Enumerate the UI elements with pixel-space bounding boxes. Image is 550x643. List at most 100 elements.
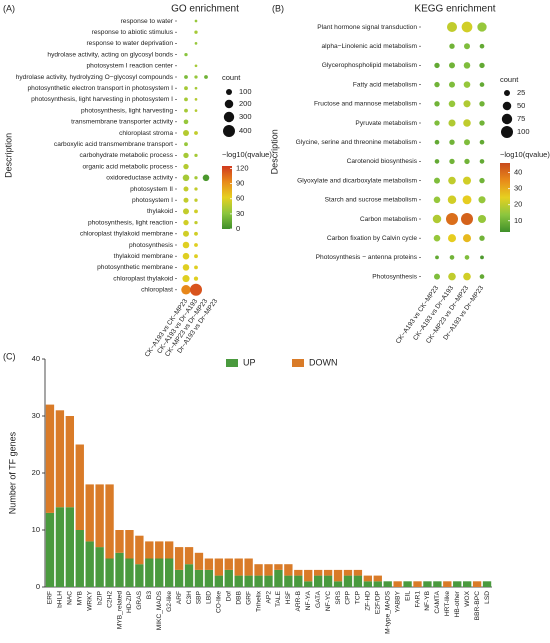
bar-segment [294, 575, 303, 587]
dot [461, 213, 473, 225]
bar-segment [373, 581, 382, 587]
dot [479, 177, 485, 184]
dot [194, 231, 198, 236]
x-tick-label: WRKY [86, 590, 93, 610]
bar-segment [194, 552, 204, 570]
bar-segment [343, 575, 353, 587]
y-tick-label: response to abiotic stimulus [92, 29, 174, 36]
bar-segment [45, 404, 55, 513]
size-legend-label: 200 [239, 99, 252, 108]
dot [194, 19, 198, 23]
y-tick-label: photosynthesis, light harvesting in phot… [31, 96, 173, 103]
bar-segment [204, 558, 214, 570]
dot [434, 101, 440, 107]
dot [464, 43, 470, 50]
bar-segment [155, 541, 164, 559]
colorbar-label: 40 [514, 168, 522, 177]
x-tick-label: CO-like [216, 591, 223, 613]
dot [479, 139, 485, 145]
x-tick-label: GRF [245, 591, 252, 605]
size-legend-dot [224, 99, 234, 109]
bar-segment [254, 575, 263, 587]
dot [477, 214, 487, 224]
y-tick-label: photosynthetic membrane [97, 264, 173, 271]
bar-segment [214, 558, 224, 576]
y-tick-label: carboxylic acid transmembrane transport [54, 141, 173, 148]
colorbar-label: 30 [514, 184, 522, 193]
dot [435, 255, 439, 260]
dot [184, 52, 188, 57]
dot [434, 81, 440, 88]
dot [194, 254, 198, 259]
dot [447, 234, 457, 243]
y-tick-label: Photosynthesis [372, 273, 417, 280]
bar-segment [482, 581, 492, 587]
x-tick-label: G2-like [166, 591, 173, 612]
bar-segment [423, 581, 432, 587]
y-tick-label: Carotenoid biosynthesis [347, 158, 418, 165]
bar-segment [264, 575, 273, 587]
y-tick-label: response to water deprivation [86, 40, 173, 47]
dot [184, 75, 188, 79]
panel-label: (A) [3, 3, 15, 13]
size-legend-label: 75 [517, 114, 525, 123]
dot [194, 209, 198, 214]
x-tick-label: MIKC_MADS [156, 590, 163, 630]
legend-swatch [226, 359, 238, 367]
size-legend-label: 100 [517, 127, 530, 136]
x-tick-label: E2F/DP [375, 590, 382, 614]
y-tick-label: Glyoxylate and dicarboxylate metabolism [297, 177, 417, 184]
bar-segment [105, 484, 114, 559]
bar-segment [363, 575, 373, 582]
bar-segment [125, 530, 134, 559]
x-tick-label: CAMTA [434, 590, 441, 613]
size-legend-dot [504, 90, 510, 96]
dot [446, 213, 458, 225]
dot [478, 196, 486, 204]
y-tick-label: 40 [32, 354, 40, 363]
dot [434, 159, 440, 164]
bar-segment [224, 558, 233, 570]
x-tick-label: CPP [345, 590, 352, 604]
dot [464, 255, 470, 260]
dot [449, 255, 455, 260]
bar-segment [214, 575, 224, 587]
bar-segment [234, 558, 243, 576]
dot [183, 119, 189, 125]
y-tick-label: Starch and sucrose metabolism [325, 197, 418, 204]
bar-segment [353, 569, 363, 576]
y-tick-label: photosynthesis, light reaction [88, 219, 173, 226]
x-tick-label: C2H2 [106, 591, 113, 608]
x-tick-label: ZF-HD [365, 591, 372, 611]
dot [448, 119, 456, 127]
dot [190, 283, 202, 296]
size-legend-label: 50 [517, 101, 525, 110]
size-legend-dot [501, 113, 513, 125]
colorbar [500, 163, 510, 232]
bar-segment [204, 569, 214, 587]
bar-segment [224, 569, 233, 587]
colorbar-label: 0 [236, 224, 240, 233]
x-tick-label: ARR-B [295, 590, 302, 611]
x-tick-label: BBR-BPC [474, 591, 481, 621]
dot [479, 159, 485, 164]
bar-segment [145, 558, 154, 587]
y-tick-label: Glycerophospholipid metabolism [322, 62, 418, 69]
dot [464, 158, 470, 165]
bar-segment [135, 535, 144, 565]
bar-segment [274, 569, 283, 587]
dot [194, 187, 198, 191]
size-legend-dot [223, 125, 235, 137]
bar-segment [323, 569, 333, 576]
dot [477, 22, 487, 32]
bar-segment [284, 564, 293, 576]
bar-segment [65, 507, 75, 587]
dot [449, 81, 455, 88]
bar-segment [254, 564, 263, 576]
y-tick-label: photosynthesis, light harvesting [81, 107, 173, 114]
dot [433, 234, 441, 242]
dot [479, 101, 485, 107]
x-tick-label: C3H [186, 591, 193, 604]
panel-title: KEGG enrichment [414, 4, 495, 15]
